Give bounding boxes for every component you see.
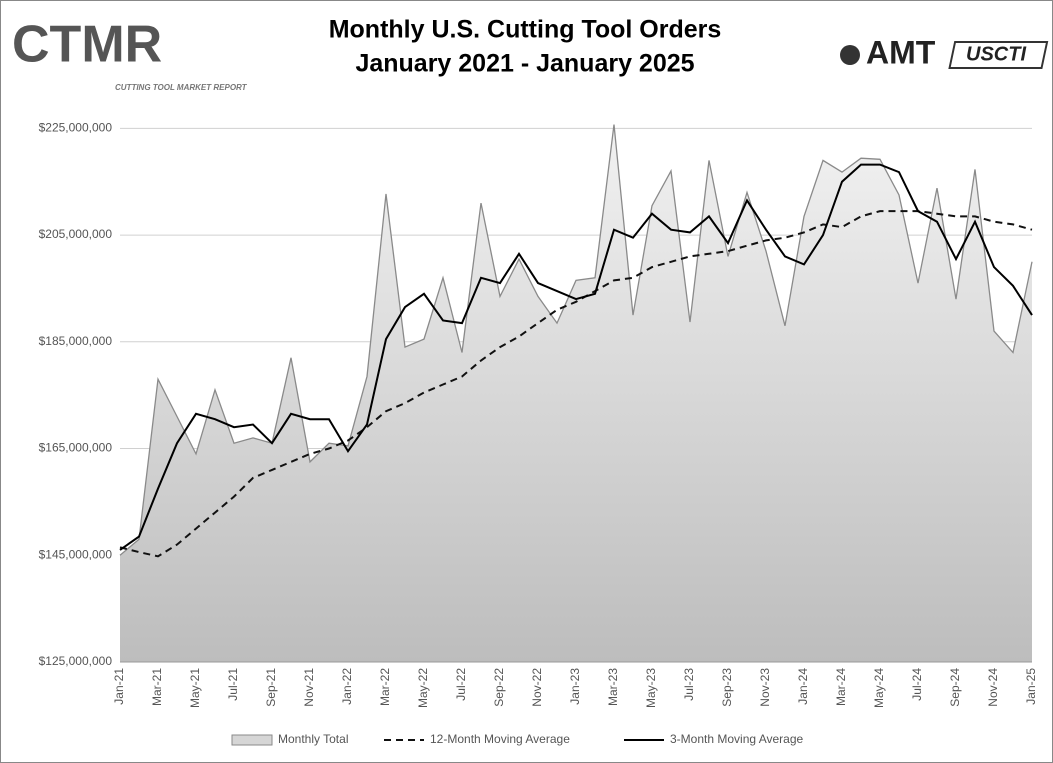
y-tick-label: $225,000,000 (39, 121, 113, 135)
logo-uscti: USCTI (966, 43, 1026, 65)
y-tick-label: $205,000,000 (39, 227, 113, 241)
x-tick-label: Jan-24 (796, 668, 810, 705)
y-tick-label: $125,000,000 (39, 654, 113, 668)
logo-ctmr-sub: CUTTING TOOL MARKET REPORT (115, 83, 248, 92)
legend-label: 12-Month Moving Average (430, 732, 570, 746)
legend-swatch (231, 734, 273, 746)
x-tick-label: May-24 (872, 668, 886, 708)
legend-label: 3-Month Moving Average (670, 732, 804, 746)
x-tick-label: May-23 (644, 668, 658, 708)
legend-label: Monthly Total (278, 732, 348, 746)
x-tick-label: Mar-22 (378, 668, 392, 706)
line (119, 163, 1033, 551)
x-tick-label: Mar-24 (834, 668, 848, 706)
x-tick-label: Sep-22 (492, 668, 506, 707)
x-tick-label: Jul-21 (226, 668, 240, 701)
x-tick-label: Jan-23 (568, 668, 582, 705)
area-fill (120, 124, 1032, 663)
x-tick-label: Sep-23 (720, 668, 734, 707)
chart-title: Monthly U.S. Cutting Tool Orders (329, 16, 722, 44)
x-tick-label: Nov-22 (530, 668, 544, 707)
x-tick-label: May-21 (188, 668, 202, 708)
y-tick-label: $165,000,000 (39, 441, 113, 455)
chart-subtitle: January 2021 - January 2025 (355, 50, 694, 78)
logo-amt-icon (840, 45, 860, 65)
x-tick-label: Jul-22 (454, 668, 468, 701)
logo-uscti-box (948, 41, 1049, 69)
x-tick-label: Jan-25 (1024, 668, 1038, 705)
x-tick-label: Sep-21 (264, 668, 278, 707)
logo-ctmr: CTMR (12, 16, 162, 74)
line (119, 210, 1033, 558)
y-tick-label: $145,000,000 (39, 547, 113, 561)
x-tick-label: Nov-23 (758, 668, 772, 707)
logo-amt: AMT (866, 34, 936, 70)
x-tick-label: Nov-24 (986, 668, 1000, 707)
x-tick-label: Jan-22 (340, 668, 354, 705)
x-tick-label: May-22 (416, 668, 430, 708)
x-tick-label: Sep-24 (948, 668, 962, 707)
y-tick-label: $185,000,000 (39, 334, 113, 348)
x-tick-label: Jul-24 (910, 668, 924, 701)
x-tick-label: Mar-21 (150, 668, 164, 706)
x-tick-label: Mar-23 (606, 668, 620, 706)
x-tick-label: Jan-21 (112, 668, 126, 705)
x-tick-label: Jul-23 (682, 668, 696, 701)
x-tick-label: Nov-21 (302, 668, 316, 707)
